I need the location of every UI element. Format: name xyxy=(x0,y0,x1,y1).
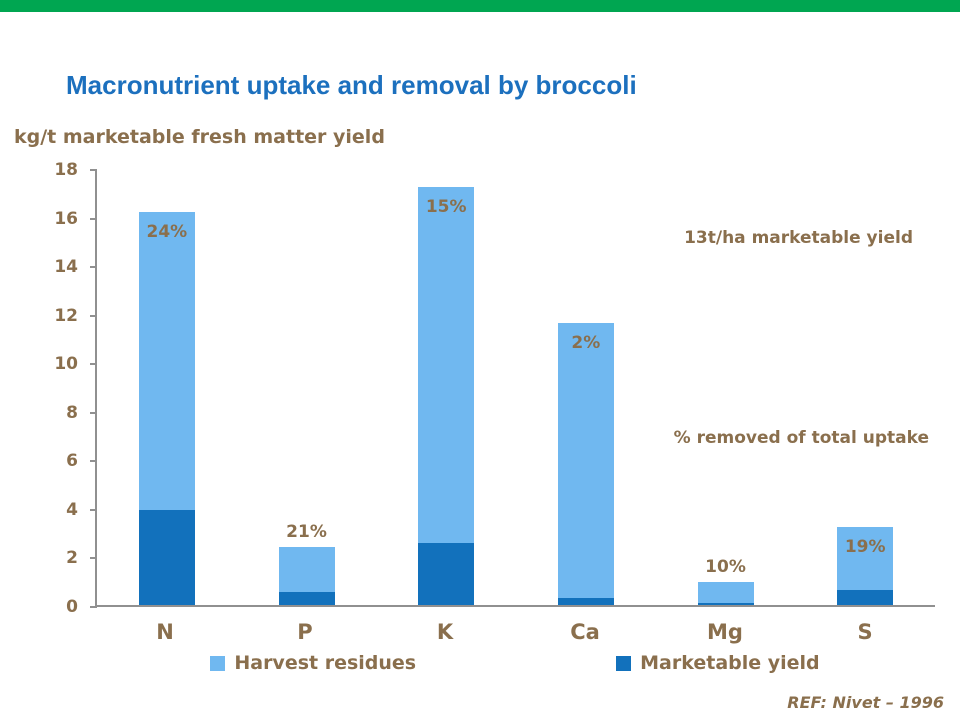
bar-stack-N xyxy=(138,211,195,605)
bar-group-P: 21% xyxy=(237,170,377,605)
x-axis-label-S: S xyxy=(857,620,873,644)
y-axis-tick-mark xyxy=(90,363,97,366)
bar-segment-marketable-yield-S xyxy=(837,590,894,605)
legend-swatch-harvest-residues xyxy=(210,655,226,671)
bar-percent-label-S: 19% xyxy=(844,537,886,558)
bar-segment-marketable-yield-K xyxy=(418,543,475,605)
y-axis-tick-mark xyxy=(90,460,97,463)
y-axis-tick-label: 0 xyxy=(66,597,78,617)
bar-group-S: 19% xyxy=(795,170,935,605)
x-axis-labels: N P K Ca Mg S xyxy=(95,620,935,644)
legend-entry-marketable-yield: Marketable yield xyxy=(616,652,820,674)
bar-stack-S xyxy=(837,527,894,605)
bar-group-N: 24% xyxy=(97,170,237,605)
bar-stack-P xyxy=(278,546,335,605)
x-axis-label-Mg: Mg xyxy=(707,620,743,644)
bar-percent-label-N: 24% xyxy=(146,221,188,242)
y-axis-tick-mark xyxy=(90,411,97,414)
x-axis-label-Ca: Ca xyxy=(570,620,600,644)
y-axis-title: kg/t marketable fresh matter yield xyxy=(14,126,385,148)
chart-plot-area: 24% 21% 15% 2% 10% 19% 13t/ha marketable yiel… xyxy=(90,169,935,608)
annotation-marketable-yield: 13t/ha marketable yield xyxy=(684,228,913,248)
y-axis-tick-mark xyxy=(90,557,97,560)
y-axis-tick-label: 4 xyxy=(66,499,78,520)
bar-segment-marketable-yield-P xyxy=(278,591,335,605)
bar-segment-marketable-yield-N xyxy=(138,510,195,605)
y-axis-tick-mark xyxy=(90,217,97,220)
bar-stack-Mg xyxy=(697,581,754,605)
y-axis-tick-label: 14 xyxy=(54,257,78,278)
y-axis-tick-mark xyxy=(90,508,97,511)
legend-entry-harvest-residues: Harvest residues xyxy=(210,652,416,674)
bar-percent-label-K: 15% xyxy=(425,197,467,218)
y-axis-tick-mark xyxy=(90,169,97,171)
y-axis-tick-labels: 18 16 14 12 10 8 6 4 2 0 xyxy=(40,160,88,617)
y-axis-tick-label: 6 xyxy=(66,451,78,472)
bar-segment-harvest-residues-N xyxy=(138,211,195,511)
legend-label-harvest-residues: Harvest residues xyxy=(234,652,417,674)
legend-swatch-marketable-yield xyxy=(616,655,632,671)
y-axis-tick-label: 12 xyxy=(54,305,78,326)
bar-segment-harvest-residues-S xyxy=(837,527,894,591)
y-axis-tick-label: 16 xyxy=(54,208,78,229)
chart-legend: Harvest residues Marketable yield xyxy=(95,652,935,674)
y-axis-tick-mark xyxy=(90,314,97,317)
x-axis-label-P: P xyxy=(297,620,313,644)
bar-group-K: 15% xyxy=(376,170,516,605)
bar-stack-K xyxy=(418,187,475,605)
page-title: Macronutrient uptake and removal by broc… xyxy=(66,70,637,100)
y-axis-tick-mark xyxy=(90,606,97,608)
legend-label-marketable-yield: Marketable yield xyxy=(640,652,820,674)
bar-percent-label-P: 21% xyxy=(286,521,327,542)
bar-row: 24% 21% 15% 2% 10% 19% xyxy=(97,170,935,605)
bar-percent-label-Mg: 10% xyxy=(705,556,746,577)
x-axis-label-N: N xyxy=(156,620,174,644)
bar-group-Ca: 2% xyxy=(516,170,656,605)
y-axis-tick-label: 18 xyxy=(54,160,78,180)
bar-segment-harvest-residues-Mg xyxy=(697,581,754,603)
reference-text: REF: Nivet – 1996 xyxy=(787,693,944,712)
y-axis-tick-mark xyxy=(90,266,97,269)
y-axis-tick-label: 10 xyxy=(54,354,78,375)
bar-segment-harvest-residues-K xyxy=(418,187,475,544)
bar-percent-label-Ca: 2% xyxy=(571,333,601,354)
bar-segment-marketable-yield-Ca xyxy=(557,597,614,605)
bar-segment-marketable-yield-Mg xyxy=(697,602,754,605)
y-axis-tick-label: 8 xyxy=(66,402,78,423)
top-accent-bar xyxy=(0,0,960,12)
y-axis-tick-label: 2 xyxy=(66,548,78,569)
annotation-removed-of-uptake: % removed of total uptake xyxy=(673,428,929,448)
bar-segment-harvest-residues-P xyxy=(278,546,335,592)
bar-segment-harvest-residues-Ca xyxy=(557,323,614,598)
bar-group-Mg: 10% xyxy=(656,170,796,605)
bar-stack-Ca xyxy=(557,323,614,605)
x-axis-label-K: K xyxy=(436,620,454,644)
